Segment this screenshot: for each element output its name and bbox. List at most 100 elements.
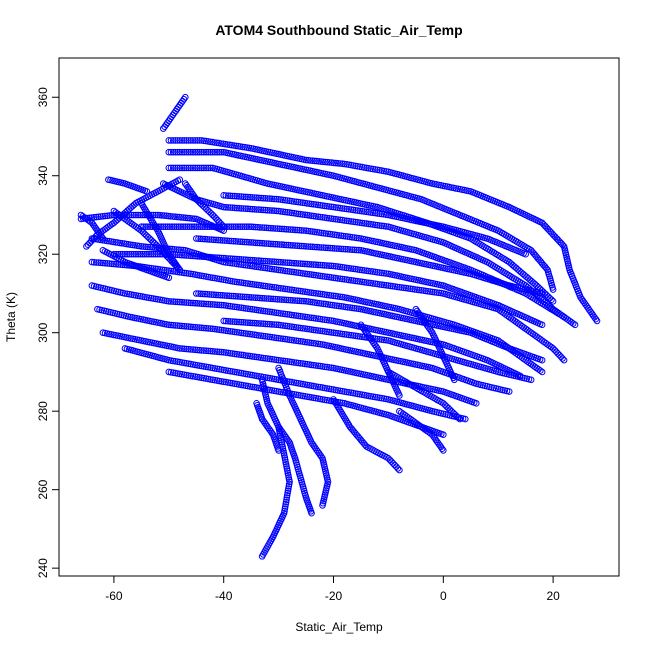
data-point	[242, 330, 249, 337]
data-point	[175, 264, 182, 272]
data-point	[331, 302, 338, 309]
data-point	[281, 267, 289, 275]
data-point	[187, 323, 195, 331]
data-point	[205, 300, 212, 308]
data-point	[247, 239, 255, 246]
data-point	[295, 198, 302, 206]
data-point	[186, 223, 193, 230]
data-point	[165, 164, 173, 172]
data-point	[287, 226, 295, 233]
data-point	[174, 251, 181, 259]
data-point	[221, 223, 229, 230]
data-point	[242, 193, 249, 201]
data-point	[229, 350, 236, 357]
data-point	[268, 207, 276, 214]
y-axis: 240 260 280 300 320 340 360	[36, 87, 59, 578]
data-point	[137, 211, 144, 219]
data-point	[280, 241, 288, 249]
data-point	[347, 218, 355, 225]
data-point	[330, 329, 337, 337]
data-point	[303, 313, 311, 321]
data-point	[343, 264, 351, 272]
data-point	[199, 290, 207, 298]
data-point	[301, 260, 309, 268]
data-point	[317, 362, 324, 370]
data-point	[235, 304, 243, 311]
data-point	[289, 242, 297, 249]
data-point	[234, 238, 242, 245]
data-point	[303, 200, 311, 207]
data-point	[301, 211, 309, 219]
data-point	[278, 296, 286, 303]
data-point	[347, 206, 355, 213]
data-point	[376, 210, 383, 217]
data-point	[310, 326, 318, 334]
data-point	[283, 494, 291, 501]
data-point	[315, 229, 323, 236]
data-point	[279, 285, 287, 292]
data-point	[259, 282, 267, 290]
data-point	[253, 206, 260, 213]
data-point	[207, 253, 214, 261]
data-point	[371, 221, 379, 229]
data-point	[101, 259, 109, 267]
data-point	[225, 223, 233, 230]
data-point	[288, 323, 296, 331]
data-point	[284, 209, 291, 216]
data-point	[426, 288, 434, 295]
data-point	[297, 199, 304, 206]
data-point	[83, 243, 90, 250]
data-point	[188, 215, 196, 222]
data-point	[290, 268, 298, 276]
data-point	[255, 194, 263, 202]
data-point	[345, 217, 353, 225]
data-point	[369, 209, 377, 217]
data-point	[275, 356, 282, 364]
data-point	[361, 220, 368, 227]
data-point	[297, 287, 304, 295]
data-point	[380, 281, 388, 289]
data-point	[294, 242, 301, 249]
data-point	[454, 414, 462, 421]
data-point	[253, 194, 260, 201]
data-point	[193, 235, 200, 242]
data-point	[409, 285, 416, 293]
data-point	[344, 304, 352, 311]
data-point	[281, 196, 289, 204]
data-point	[560, 313, 568, 321]
data-point	[197, 223, 204, 230]
data-point	[219, 292, 226, 299]
data-point	[200, 164, 208, 172]
data-point	[229, 328, 236, 335]
data-point	[281, 505, 289, 513]
data-point	[169, 268, 177, 275]
data-point	[332, 263, 340, 270]
data-point	[348, 234, 356, 241]
data-point	[546, 294, 554, 302]
data-point	[93, 213, 100, 221]
data-point	[222, 192, 230, 199]
data-point	[288, 259, 296, 267]
data-point	[303, 211, 311, 219]
data-point	[342, 303, 349, 311]
data-point	[250, 239, 257, 246]
data-point	[319, 158, 327, 166]
data-point	[99, 235, 107, 242]
data-point	[93, 259, 100, 266]
data-point	[232, 238, 240, 245]
data-point	[548, 296, 555, 304]
data-point	[288, 268, 296, 276]
data-point	[257, 264, 265, 271]
data-point	[318, 300, 325, 307]
data-point	[268, 429, 276, 437]
data-point	[149, 223, 156, 230]
data-point	[288, 197, 296, 205]
data-point	[356, 333, 364, 340]
data-point	[174, 322, 181, 329]
data-point	[325, 328, 333, 336]
data-point	[188, 223, 196, 230]
data-point	[193, 223, 200, 230]
data-point	[242, 305, 249, 312]
data-point	[273, 258, 280, 266]
data-point	[189, 323, 197, 331]
